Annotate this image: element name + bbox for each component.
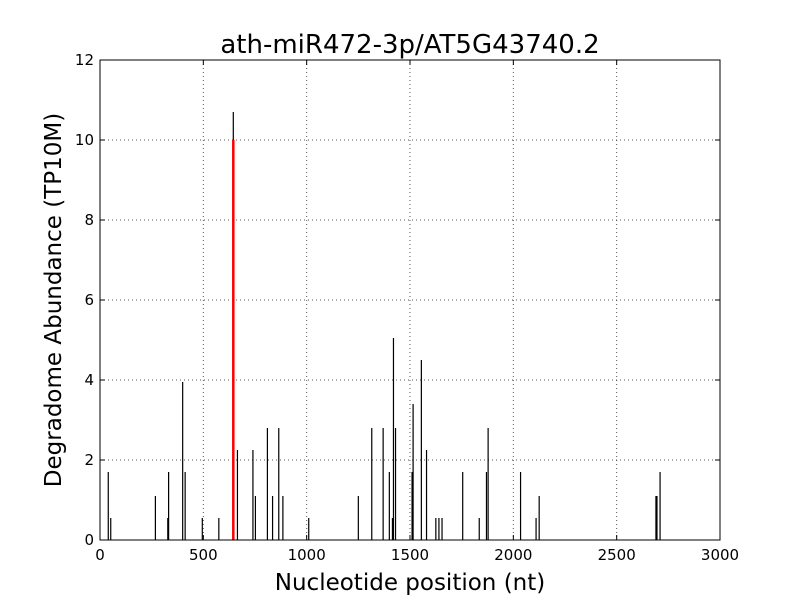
- chart-title: ath-miR472-3p/AT5G43740.2: [220, 30, 599, 60]
- y-tick-label: 8: [84, 211, 94, 229]
- axis-ticks: 0 500 1000 1500 2000 2500 3000 0 2 4 6 8 10 12: [75, 51, 739, 564]
- grid-lines: [100, 60, 720, 540]
- x-tick-label: 0: [95, 546, 105, 564]
- y-tick-label: 12: [75, 51, 94, 69]
- data-bars: [107, 112, 661, 540]
- x-tick-label: 500: [189, 546, 218, 564]
- x-tick-label: 2500: [598, 546, 636, 564]
- x-tick-label: 2000: [494, 546, 532, 564]
- y-tick-label: 2: [84, 451, 94, 469]
- x-axis-label: Nucleotide position (nt): [275, 570, 545, 596]
- x-tick-label: 1500: [391, 546, 429, 564]
- plot-frame: [99, 59, 721, 541]
- y-tick-label: 4: [84, 371, 94, 389]
- y-tick-label: 0: [84, 531, 94, 549]
- x-tick-label: 1000: [288, 546, 326, 564]
- y-axis-label: Degradome Abundance (TP10M): [41, 113, 67, 487]
- y-tick-label: 10: [75, 131, 94, 149]
- y-tick-label: 6: [84, 291, 94, 309]
- x-tick-label: 3000: [701, 546, 739, 564]
